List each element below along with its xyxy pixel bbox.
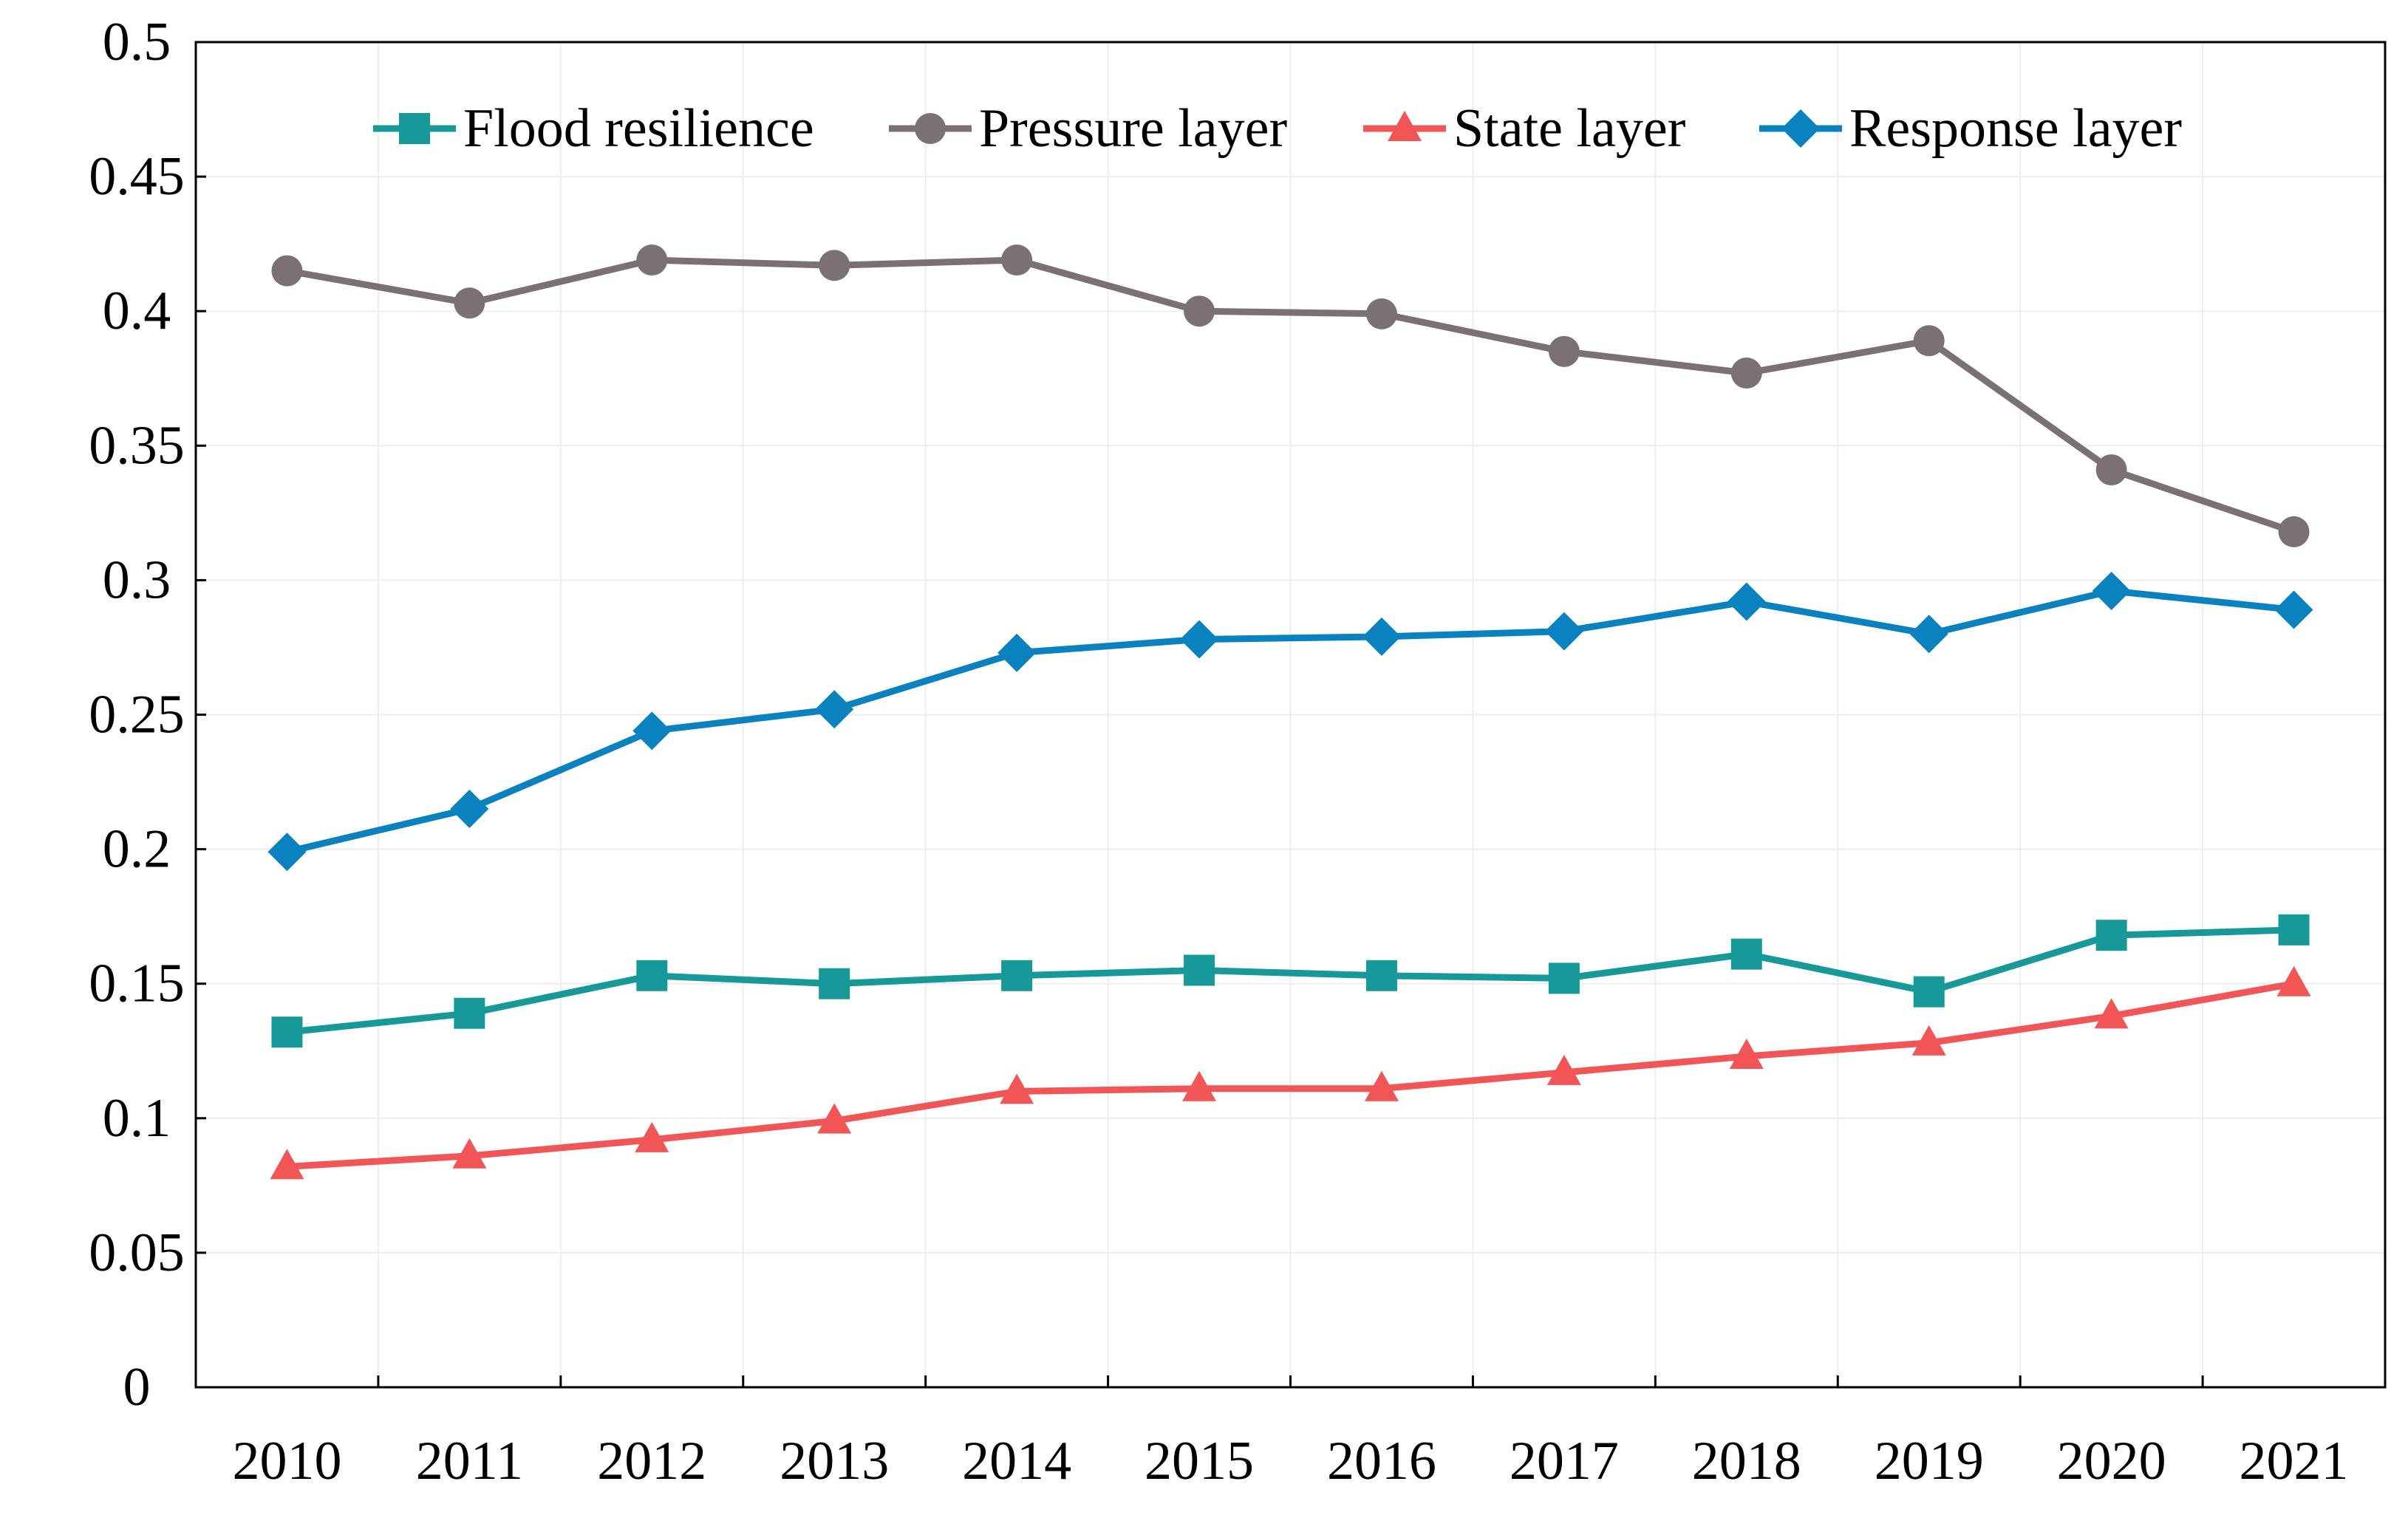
data-point <box>635 1121 669 1152</box>
legend-label: Response layer <box>1849 98 2182 159</box>
data-point <box>2274 590 2313 629</box>
y-tick-label: 0.2 <box>103 819 171 880</box>
legend-item-flood-resilience: Flood resilience <box>373 98 814 159</box>
legend-marker <box>399 113 430 144</box>
data-point <box>1365 298 1397 329</box>
data-point <box>2092 571 2131 610</box>
legend-label: State layer <box>1453 98 1685 159</box>
x-tick-label: 2011 <box>416 1431 523 1491</box>
y-tick-label: 0.45 <box>89 146 185 207</box>
x-tick-label: 2014 <box>962 1431 1071 1491</box>
legend-marker <box>1781 109 1820 148</box>
x-tick-label: 2020 <box>2057 1431 2166 1491</box>
data-point <box>815 690 854 729</box>
data-point <box>1546 1054 1581 1085</box>
legend-marker <box>1388 111 1422 141</box>
data-point <box>1000 1073 1034 1104</box>
data-point <box>1365 960 1397 991</box>
data-point <box>270 1149 304 1180</box>
legend: Flood resilience Pressure layer State laye… <box>373 98 2182 159</box>
data-point <box>450 789 489 828</box>
data-point <box>1548 335 1580 367</box>
y-tick-label: 0.3 <box>103 550 171 610</box>
data-point <box>1180 620 1219 659</box>
data-point <box>452 1138 487 1169</box>
data-point <box>271 1016 303 1048</box>
data-point <box>267 832 307 872</box>
data-point <box>1911 1025 1946 1056</box>
data-point <box>1184 295 1215 327</box>
data-point <box>819 250 850 281</box>
x-tick-label: 2019 <box>1875 1431 1984 1491</box>
y-tick-label: 0.5 <box>103 12 171 72</box>
data-point <box>1913 325 1945 357</box>
x-tick-label: 2013 <box>780 1431 889 1491</box>
axes: 0 0.05 0.1 0.15 0.2 0.25 0.3 0.35 0.4 0.45 0.5 2010… <box>89 12 2387 1491</box>
data-point <box>2095 454 2127 486</box>
series-line <box>284 980 2297 1170</box>
data-point <box>1730 938 1762 970</box>
data-point <box>1730 357 1762 389</box>
data-point <box>454 997 485 1029</box>
x-tick-label: 2015 <box>1145 1431 1254 1491</box>
data-point <box>1001 245 1033 276</box>
data-point <box>632 711 672 751</box>
legend-label: Pressure layer <box>979 98 1287 159</box>
grid <box>196 42 2385 1387</box>
legend-marker <box>915 113 946 144</box>
data-point <box>2278 914 2310 946</box>
data-point <box>454 287 485 319</box>
data-point <box>1727 582 1766 621</box>
data-point <box>1913 976 1945 1008</box>
x-tick-label: 2010 <box>232 1431 341 1491</box>
data-point <box>1364 1070 1399 1101</box>
legend-item-state-layer: State layer <box>1363 98 1685 159</box>
data-point <box>2095 920 2127 951</box>
data-point <box>1548 963 1580 994</box>
data-point <box>2278 516 2310 547</box>
data-point <box>1001 960 1033 991</box>
y-tick-label: 0 <box>123 1357 151 1418</box>
data-point <box>1909 615 1948 654</box>
legend-label: Flood resilience <box>463 98 814 159</box>
series-line <box>284 256 2297 536</box>
x-tick-label: 2012 <box>597 1431 706 1491</box>
data-point <box>1362 617 1401 656</box>
y-tick-label: 0.1 <box>103 1088 171 1149</box>
series-group <box>267 245 2313 1180</box>
data-point <box>1544 612 1583 651</box>
y-tick-label: 0.35 <box>89 415 185 476</box>
y-tick-label: 0.05 <box>89 1223 185 1283</box>
data-point <box>1182 1070 1217 1101</box>
data-point <box>2276 965 2311 996</box>
x-tick-label: 2021 <box>2240 1431 2349 1491</box>
data-point <box>1184 954 1215 986</box>
data-point <box>819 968 850 999</box>
series-flood-resilience <box>271 914 2310 1048</box>
series-line <box>284 926 2297 1036</box>
series-state-layer <box>270 965 2311 1180</box>
series-pressure-layer <box>271 245 2310 547</box>
x-tick-label: 2016 <box>1327 1431 1436 1491</box>
data-point <box>2094 998 2129 1029</box>
legend-item-response-layer: Response layer <box>1759 98 2182 159</box>
series-line <box>284 587 2297 855</box>
y-tick-label: 0.4 <box>103 281 171 341</box>
data-point <box>636 245 668 276</box>
x-tick-label: 2017 <box>1510 1431 1619 1491</box>
data-point <box>997 633 1037 672</box>
x-tick-label: 2018 <box>1692 1431 1801 1491</box>
data-point <box>817 1103 852 1134</box>
data-point <box>271 255 303 287</box>
series-response-layer <box>267 571 2313 872</box>
y-tick-label: 0.15 <box>89 954 185 1014</box>
plot-frame <box>194 41 2387 1389</box>
y-tick-label: 0.25 <box>89 685 185 745</box>
legend-item-pressure-layer: Pressure layer <box>889 98 1287 159</box>
data-point <box>636 960 668 991</box>
data-point <box>1729 1039 1764 1070</box>
